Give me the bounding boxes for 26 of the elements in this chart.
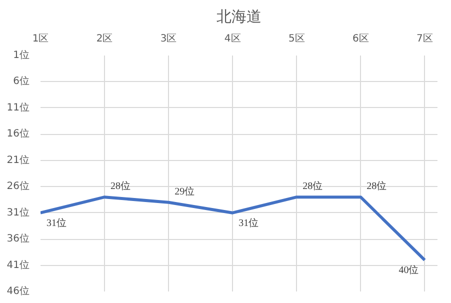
data-label: 28位 — [110, 180, 131, 192]
x-tick-label: 2区 — [96, 34, 113, 44]
data-label: 29位 — [174, 185, 195, 198]
data-label: 40位 — [398, 264, 419, 276]
x-tick-label: 5区 — [288, 34, 305, 44]
y-tick-label: 26位 — [6, 180, 30, 192]
y-tick-label: 21位 — [6, 154, 30, 166]
y-tick-label: 6位 — [13, 75, 30, 88]
y-tick-label: 41位 — [6, 258, 30, 271]
data-label: 28位 — [302, 180, 323, 192]
y-tick-label: 31位 — [6, 206, 30, 218]
x-tick-label: 1区 — [32, 34, 49, 44]
chart-title: 北海道 — [216, 8, 262, 26]
x-tick-label: 6区 — [352, 34, 369, 44]
x-tick-label: 3区 — [160, 34, 177, 44]
data-label: 31位 — [238, 216, 259, 229]
y-tick-label: 16位 — [6, 128, 30, 140]
data-label: 28位 — [366, 180, 387, 192]
y-tick-label: 11位 — [6, 101, 30, 114]
line-series — [40, 196, 426, 262]
y-tick-label: 46位 — [6, 285, 30, 297]
data-label: 31位 — [46, 216, 66, 229]
x-tick-label: 7区 — [416, 34, 433, 44]
x-tick-label: 4区 — [224, 34, 241, 44]
y-tick-label: 1位 — [13, 49, 30, 61]
y-tick-label: 36位 — [6, 232, 30, 245]
